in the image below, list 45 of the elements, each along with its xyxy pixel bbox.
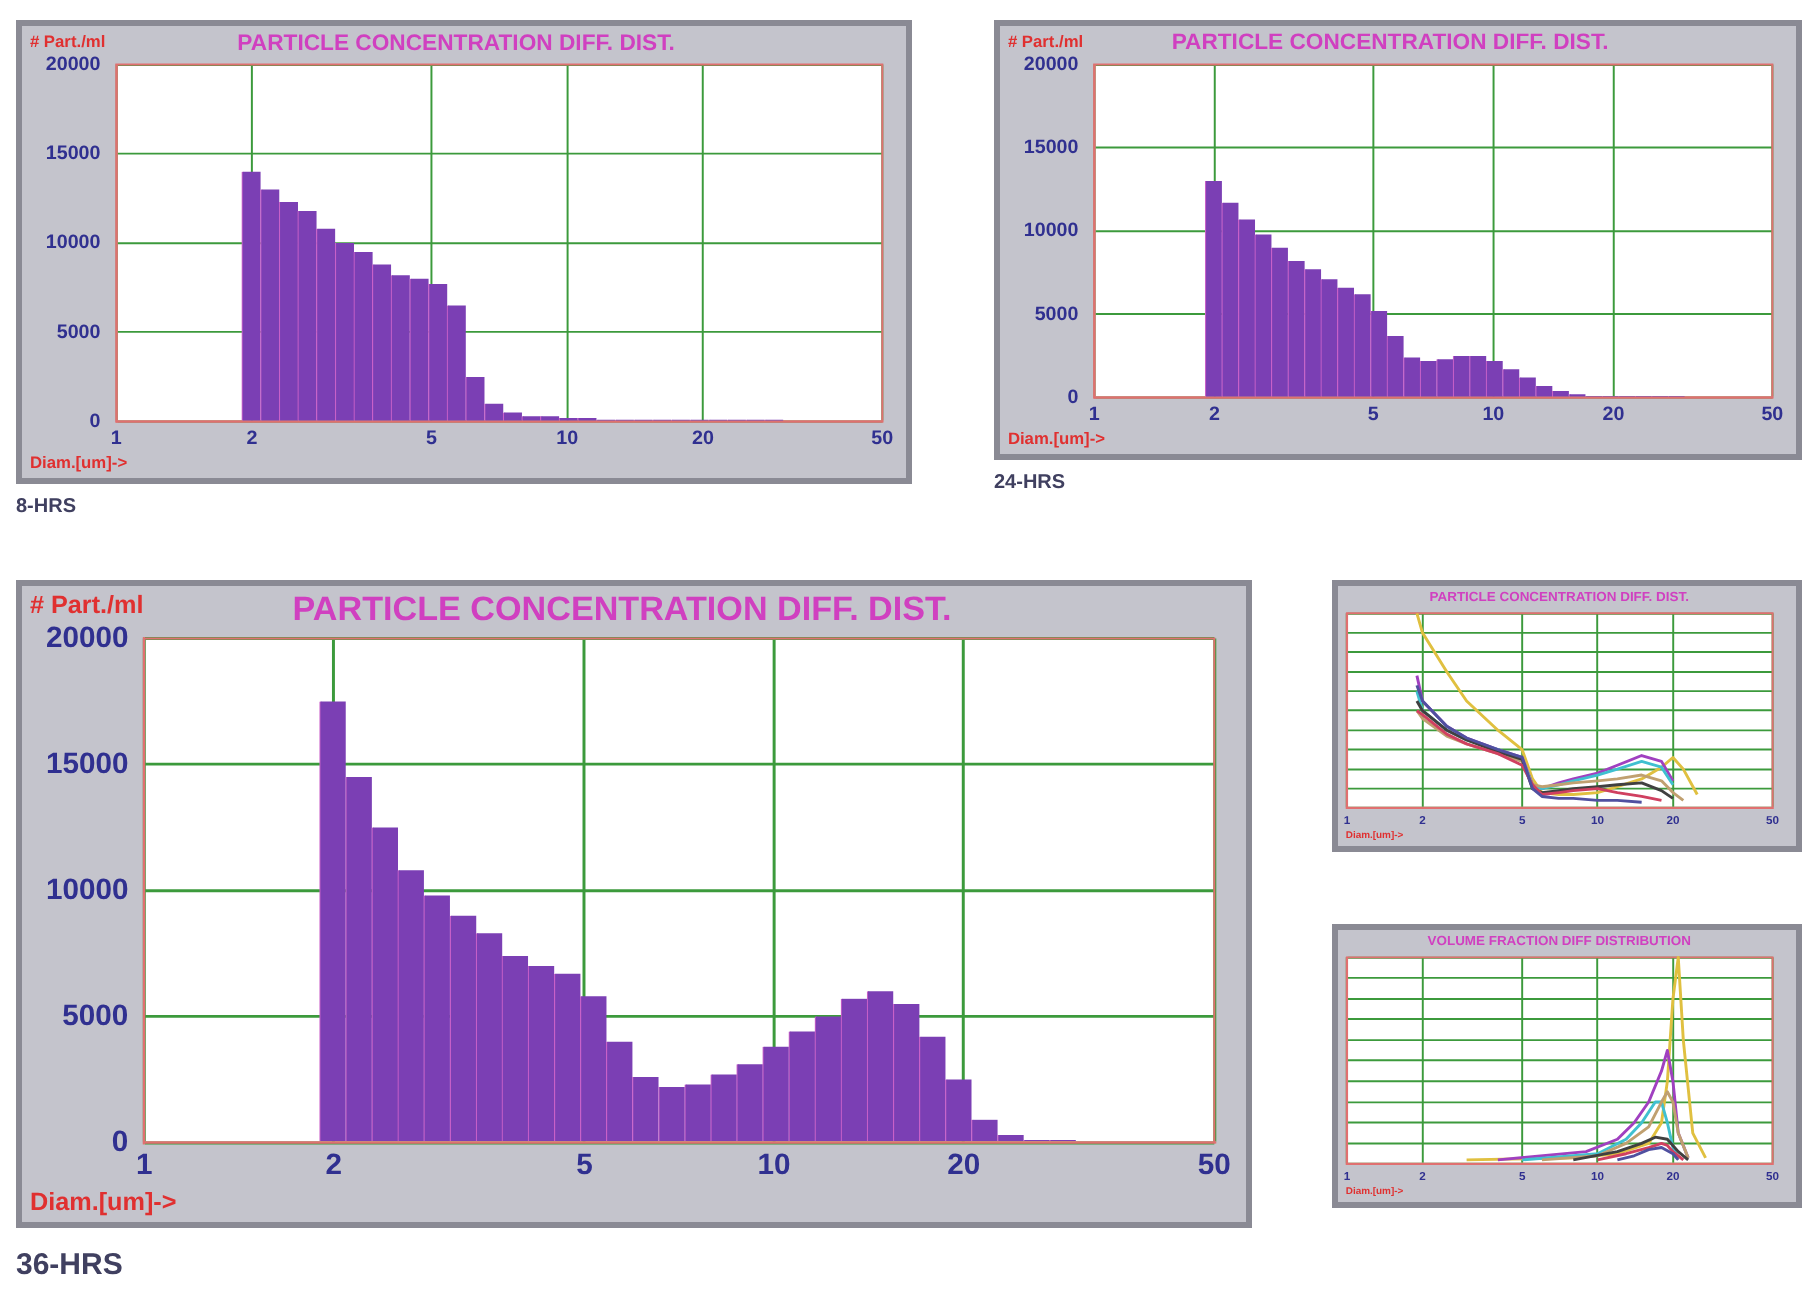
x-tick-label: 10: [1482, 404, 1506, 427]
x-tick-label: 5: [576, 1150, 593, 1183]
y-tick-label: 10000: [45, 232, 102, 255]
y-tick-label: 0: [1067, 387, 1080, 409]
y-tick-label: 15000: [1023, 137, 1080, 160]
x-tick-label: 1: [135, 1150, 153, 1183]
x-tick-label: 1: [1088, 404, 1101, 427]
y-tick-label: 5000: [56, 321, 102, 344]
x-tick-label: 2: [1208, 404, 1221, 427]
text: 24-HRS: [994, 472, 1068, 494]
y-axis-title: # Part./ml: [1007, 30, 1084, 51]
x-tick-label: 5: [425, 428, 439, 451]
x-tick-label: 10: [757, 1150, 791, 1183]
x-tick-label: 2: [246, 428, 259, 451]
x-tick-label: 50: [1761, 404, 1785, 427]
y-tick-label: 20000: [1023, 53, 1080, 76]
text: 36-HRS: [16, 1248, 125, 1282]
x-tick-label: 20: [691, 428, 715, 451]
y-tick-label: 5000: [62, 1000, 129, 1033]
x-tick-label: 5: [1367, 404, 1380, 427]
x-axis-title: Diam.[um]->: [29, 452, 128, 473]
x-tick-label: 20: [947, 1150, 981, 1183]
y-axis-title: # Part./ml: [29, 30, 106, 51]
y-tick-label: 15000: [45, 143, 102, 166]
y-tick-label: 0: [89, 410, 102, 433]
x-axis-title: Diam.[um]->: [29, 1188, 177, 1217]
y-tick-label: 20000: [45, 622, 129, 655]
x-tick-label: 50: [1197, 1150, 1231, 1183]
y-tick-label: 20000: [45, 54, 102, 76]
chart-title: PARTICLE CONCENTRATION DIFF. DIST.: [1171, 31, 1609, 56]
y-axis-title: # Part./ml: [29, 591, 144, 620]
y-tick-label: 10000: [1023, 220, 1080, 243]
chart-title: PARTICLE CONCENTRATION DIFF. DIST.: [237, 31, 675, 56]
x-tick-label: 2: [325, 1150, 343, 1183]
x-axis-title: Diam.[um]->: [1007, 428, 1106, 449]
text: 8-HRS: [16, 496, 79, 518]
y-tick-label: 0: [111, 1126, 129, 1159]
x-tick-label: 20: [1602, 404, 1626, 427]
y-tick-label: 10000: [45, 874, 129, 907]
y-tick-label: 15000: [45, 748, 129, 781]
x-tick-label: 50: [871, 428, 895, 451]
chart-title: PARTICLE CONCENTRATION DIFF. DIST.: [292, 589, 952, 628]
x-tick-label: 1: [110, 428, 123, 451]
y-tick-label: 5000: [1034, 303, 1080, 326]
x-tick-label: 10: [556, 428, 580, 451]
